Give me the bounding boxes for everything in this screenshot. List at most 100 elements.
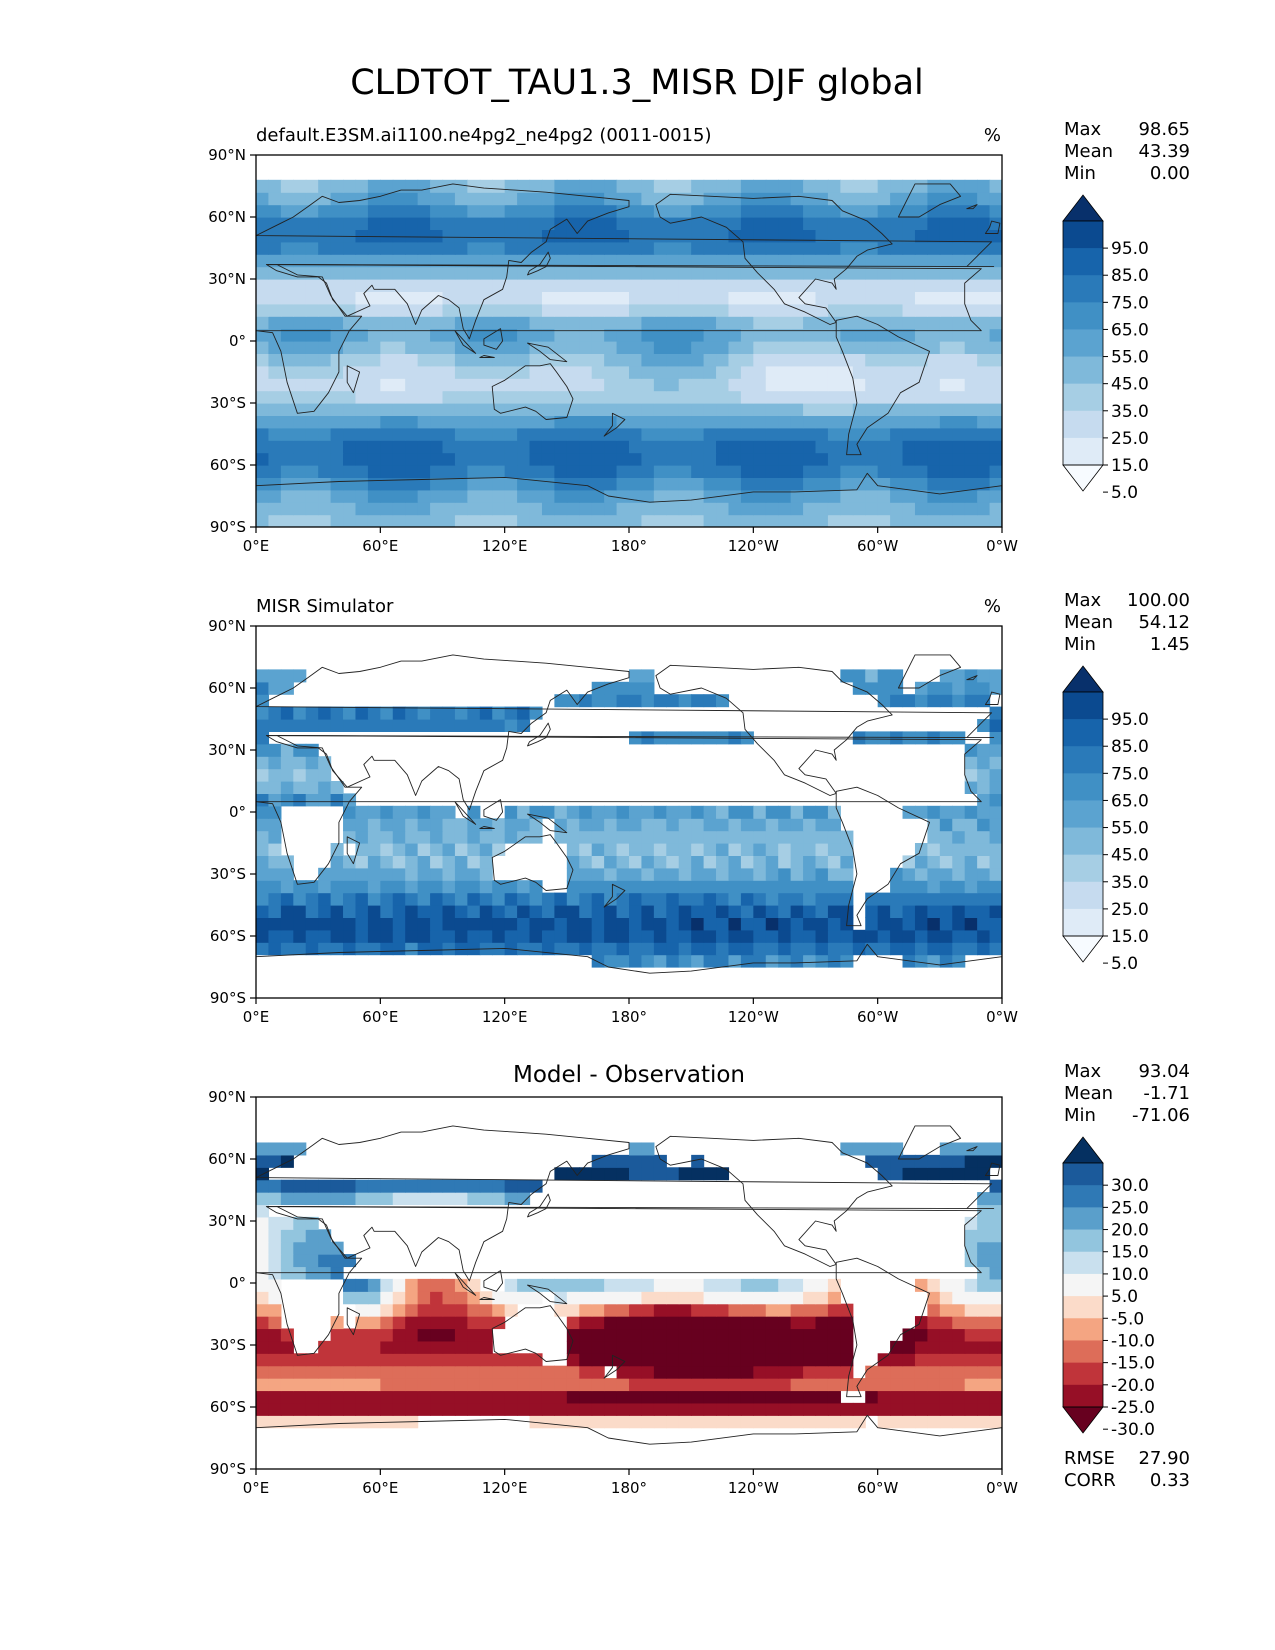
field-cell — [629, 316, 643, 330]
field-cell — [604, 365, 618, 379]
field-cell — [691, 390, 705, 404]
field-cell — [268, 1365, 282, 1379]
field-cell — [691, 502, 705, 516]
colorbar-swatch — [1063, 1362, 1103, 1386]
field-cell — [566, 892, 580, 906]
field-cell — [604, 378, 618, 392]
field-cell — [467, 403, 481, 416]
field-cell — [989, 706, 1002, 720]
field-cell — [355, 489, 369, 503]
field-cell — [305, 1378, 319, 1392]
field-cell — [293, 502, 307, 516]
x-tick-label: 60°W — [857, 1008, 899, 1026]
field-cell — [989, 514, 1002, 527]
field-cell — [529, 465, 543, 478]
field-cell — [952, 279, 966, 292]
field-cell — [703, 1340, 717, 1354]
field-cell — [964, 743, 978, 757]
field-cell — [504, 1278, 518, 1292]
field-cell — [330, 179, 344, 193]
field-cell — [678, 266, 692, 280]
field-cell — [479, 892, 493, 906]
field-cell — [517, 365, 531, 379]
field-cell — [604, 477, 618, 491]
field-cell — [939, 489, 953, 503]
field-cell — [541, 378, 555, 392]
field-cell — [417, 316, 431, 330]
field-cell — [380, 1278, 394, 1292]
field-cell — [355, 1353, 369, 1367]
field-cell — [579, 353, 593, 367]
field-cell — [989, 204, 1002, 218]
field-cell — [629, 954, 643, 968]
field-cell — [678, 192, 692, 206]
field-cell — [790, 830, 804, 844]
field-cell — [989, 502, 1002, 516]
field-cell — [280, 192, 294, 206]
colorbar-swatch — [1063, 356, 1103, 385]
coastline — [454, 801, 477, 825]
field-cell — [753, 328, 767, 342]
field-cell — [417, 1365, 431, 1379]
field-cell — [716, 942, 730, 956]
field-cell — [989, 1254, 1002, 1268]
field-cell — [454, 192, 468, 206]
field-cell — [330, 365, 344, 379]
field-cell — [964, 365, 978, 379]
field-cell — [579, 1353, 593, 1367]
field-cell — [566, 830, 580, 844]
field-cell — [989, 1402, 1002, 1416]
field-cell — [653, 440, 667, 454]
field-cell — [392, 867, 406, 881]
coastline — [655, 664, 893, 796]
field-cell — [977, 880, 991, 894]
field-cell — [666, 266, 680, 280]
field-cell — [529, 1278, 543, 1292]
field-cell — [454, 1179, 468, 1193]
field-cell — [442, 489, 456, 503]
field-cell — [641, 929, 655, 943]
field-cell — [691, 805, 705, 819]
field-cell — [678, 353, 692, 367]
field-cell — [678, 514, 692, 527]
field-cell — [504, 905, 518, 918]
field-cell — [517, 415, 531, 429]
field-cell — [355, 328, 369, 342]
field-cell — [392, 316, 406, 330]
field-cell — [367, 415, 381, 429]
field-cell — [902, 1402, 916, 1416]
field-cell — [716, 415, 730, 429]
field-cell — [840, 353, 854, 367]
field-cell — [964, 1402, 978, 1416]
field-cell — [728, 477, 742, 491]
field-cell — [454, 217, 468, 230]
field-cell — [256, 204, 270, 218]
field-cell — [728, 415, 742, 429]
x-tick-label: 120°E — [482, 1008, 528, 1026]
field-cell — [678, 1390, 692, 1404]
field-cell — [392, 217, 406, 230]
field-cell — [616, 880, 630, 894]
field-cell — [392, 1340, 406, 1354]
field-cell — [778, 353, 792, 367]
field-cell — [914, 1278, 928, 1292]
field-cell — [703, 489, 717, 503]
field-cell — [803, 477, 817, 491]
field-cell — [778, 229, 792, 243]
field-cell — [827, 1340, 841, 1354]
field-cell — [703, 892, 717, 906]
stat-min-label: Min — [1064, 163, 1096, 184]
field-cell — [417, 706, 431, 720]
field-cell — [467, 440, 481, 454]
field-cell — [268, 403, 282, 416]
field-cell — [827, 303, 841, 317]
field-cell — [877, 440, 891, 454]
field-cell — [430, 1303, 444, 1317]
field-cell — [877, 477, 891, 491]
field-cell — [641, 204, 655, 218]
colorbar: 95.085.075.065.055.045.035.025.015.05.0 — [1062, 665, 1149, 974]
field-cell — [653, 1291, 667, 1305]
field-cell — [355, 378, 369, 392]
field-cell — [765, 179, 779, 193]
field-cell — [330, 217, 344, 230]
